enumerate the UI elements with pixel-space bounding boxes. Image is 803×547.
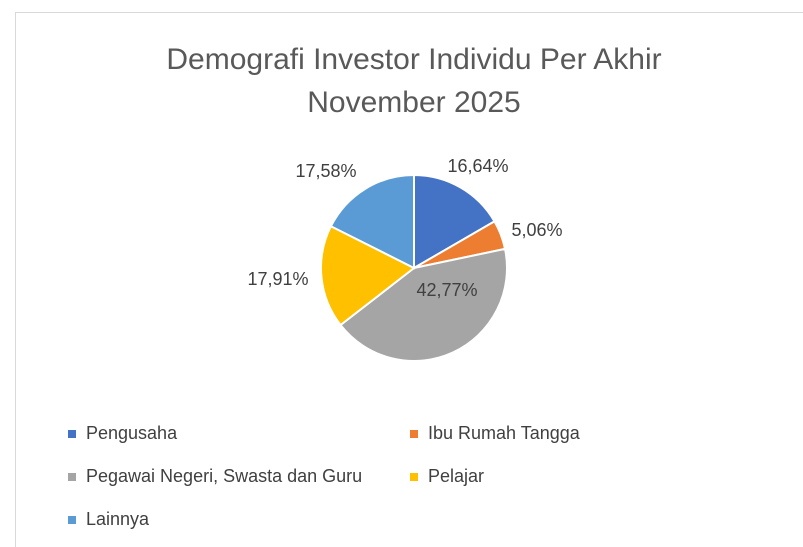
legend-label: Pengusaha xyxy=(86,423,178,443)
data-label: 16,64% xyxy=(447,156,508,176)
legend-label: Pelajar xyxy=(428,466,484,486)
pie-slice xyxy=(320,224,416,327)
data-label: 17,58% xyxy=(295,161,356,181)
pie-slice xyxy=(329,173,415,270)
legend-swatch xyxy=(68,516,76,524)
data-label: 17,91% xyxy=(247,269,308,289)
chart-title: Demografi Investor Individu Per Akhir xyxy=(166,43,661,76)
pie-slice xyxy=(339,247,508,362)
data-label: 42,77% xyxy=(416,280,477,300)
legend-swatch xyxy=(68,473,76,481)
legend-label: Ibu Rumah Tangga xyxy=(428,423,581,443)
legend-swatch xyxy=(68,430,76,438)
legend-swatch xyxy=(410,473,418,481)
legend-swatch xyxy=(410,430,418,438)
pie-slice xyxy=(413,173,496,270)
legend-label: Lainnya xyxy=(86,509,150,529)
legend-label: Pegawai Negeri, Swasta dan Guru xyxy=(86,466,362,486)
chart-title: November 2025 xyxy=(307,86,520,119)
data-label: 5,06% xyxy=(511,220,562,240)
